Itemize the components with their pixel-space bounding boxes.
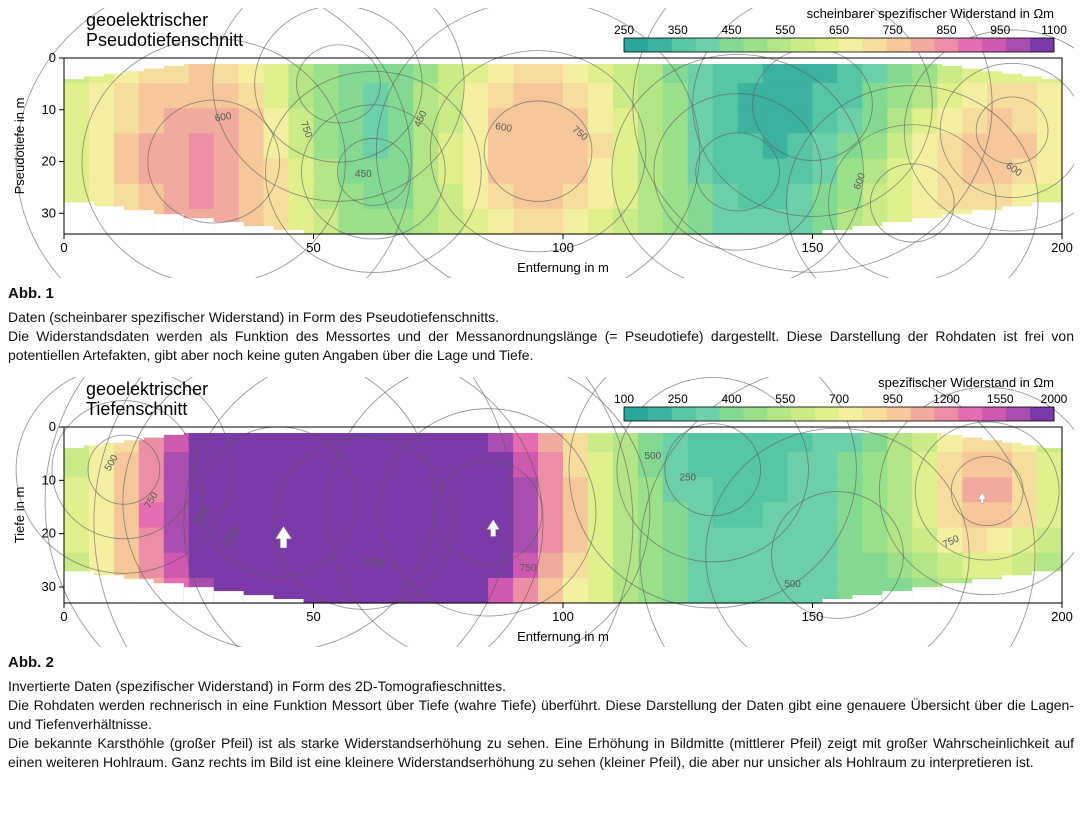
svg-text:Pseudotiefe in m: Pseudotiefe in m [12,98,27,195]
figure-1-caption-text: Daten (scheinbarer spezifischer Widersta… [8,308,1074,365]
svg-text:250: 250 [614,23,634,37]
svg-text:550: 550 [775,392,795,406]
svg-text:500: 500 [784,579,801,590]
svg-text:spezifischer Widerstand in Ωm: spezifischer Widerstand in Ωm [878,377,1054,390]
svg-text:Entfernung in m: Entfernung in m [517,629,609,644]
svg-text:150: 150 [802,240,824,255]
svg-text:150: 150 [802,609,824,624]
svg-text:100: 100 [614,392,634,406]
svg-text:20: 20 [42,526,56,541]
svg-text:1200: 1200 [933,392,960,406]
svg-text:geoelektrischer: geoelektrischer [86,379,208,399]
svg-text:750: 750 [883,23,903,37]
figure-1-chart: 6007504504506007506006000501001502000102… [8,8,1074,278]
svg-text:Tiefe in m: Tiefe in m [12,487,27,544]
svg-text:500: 500 [644,451,661,462]
svg-text:700: 700 [829,392,849,406]
svg-text:100: 100 [552,240,574,255]
svg-text:750: 750 [520,563,537,574]
svg-text:450: 450 [721,23,741,37]
svg-text:950: 950 [883,392,903,406]
svg-text:0: 0 [60,609,67,624]
svg-text:450: 450 [355,169,372,180]
figure-2: 5007501000150010007505002505007500501001… [8,377,1074,772]
svg-text:350: 350 [668,23,688,37]
svg-text:250: 250 [679,472,696,483]
figure-2-caption-text: Invertierte Daten (spezifischer Widersta… [8,677,1074,771]
figure-1: 6007504504506007506006000501001502000102… [8,8,1074,365]
svg-text:0: 0 [60,240,67,255]
svg-text:950: 950 [990,23,1010,37]
svg-text:Pseudotiefenschnitt: Pseudotiefenschnitt [86,30,243,50]
svg-text:1550: 1550 [987,392,1014,406]
svg-text:scheinbarer spezifischer Wider: scheinbarer spezifischer Widerstand in Ω… [807,8,1054,21]
svg-text:50: 50 [306,240,320,255]
svg-text:200: 200 [1051,609,1073,624]
figure-2-chart: 5007501000150010007505002505007500501001… [8,377,1074,647]
svg-text:20: 20 [42,154,56,169]
svg-text:0: 0 [49,419,56,434]
svg-text:2000: 2000 [1041,392,1068,406]
svg-text:1100: 1100 [1041,23,1067,37]
svg-text:10: 10 [42,472,56,487]
svg-text:250: 250 [668,392,688,406]
figure-1-caption-title: Abb. 1 [8,284,1074,304]
svg-text:30: 30 [42,205,56,220]
svg-text:400: 400 [721,392,741,406]
svg-text:200: 200 [1051,240,1073,255]
svg-text:Tiefenschnitt: Tiefenschnitt [86,399,187,419]
svg-text:50: 50 [306,609,320,624]
svg-text:30: 30 [42,579,56,594]
svg-text:650: 650 [829,23,849,37]
figure-2-caption: Abb. 2 Invertierte Daten (spezifischer W… [8,653,1074,772]
svg-text:Entfernung in m: Entfernung in m [517,260,609,275]
svg-text:0: 0 [49,50,56,65]
figure-1-caption: Abb. 1 Daten (scheinbarer spezifischer W… [8,284,1074,365]
figure-2-caption-title: Abb. 2 [8,653,1074,673]
svg-text:850: 850 [936,23,956,37]
svg-text:10: 10 [42,102,56,117]
svg-text:100: 100 [552,609,574,624]
svg-text:geoelektrischer: geoelektrischer [86,10,208,30]
svg-text:550: 550 [775,23,795,37]
